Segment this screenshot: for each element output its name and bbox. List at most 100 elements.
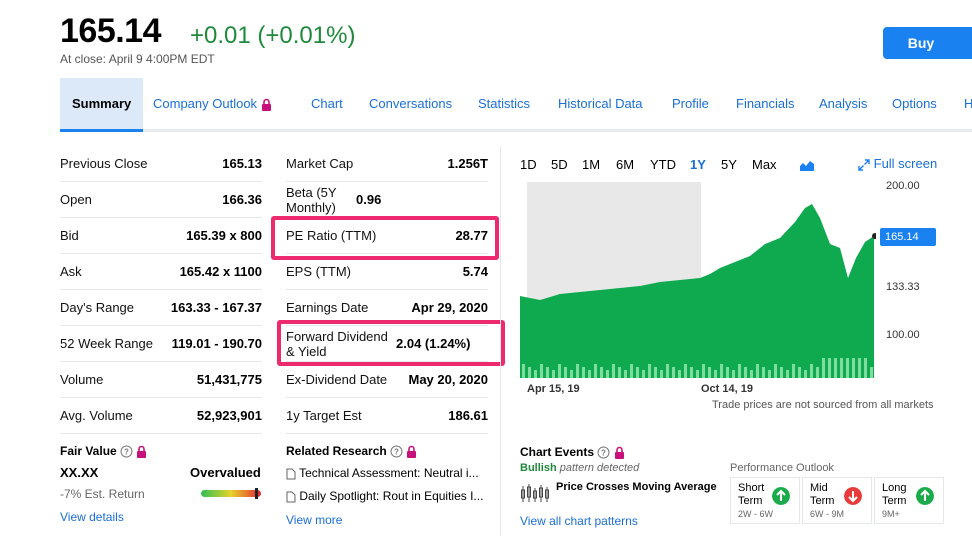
stat-value: 165.42 x 1100	[179, 264, 262, 279]
stat-label: Avg. Volume	[60, 408, 133, 423]
range-5d[interactable]: 5D	[551, 157, 568, 172]
tab-profile[interactable]: Profile	[672, 96, 709, 111]
stat-row-days-range: Day's Range 163.33 - 167.37	[60, 290, 262, 326]
stat-row-pe-ratio: PE Ratio (TTM) 28.77	[286, 218, 488, 254]
volume-bar	[786, 370, 789, 378]
volume-bar	[828, 358, 831, 378]
range-1m[interactable]: 1M	[582, 157, 601, 172]
volume-bar	[714, 370, 717, 378]
stat-value: Apr 29, 2020	[411, 300, 488, 315]
volume-bar	[702, 364, 705, 378]
svg-text:?: ?	[601, 449, 606, 458]
tab-label: Summary	[72, 96, 132, 111]
tab-conversations[interactable]: Conversations	[369, 96, 453, 111]
range-6m[interactable]: 6M	[616, 157, 635, 172]
tab-analysis[interactable]: Analysis	[819, 96, 868, 111]
volume-bar	[768, 370, 771, 378]
tab-summary[interactable]: Summary	[60, 78, 144, 132]
volume-bar	[726, 367, 729, 378]
volume-bar	[816, 367, 819, 378]
view-more-link[interactable]: View more	[286, 513, 343, 527]
volume-bar	[696, 370, 699, 378]
stat-row-market-cap: Market Cap 1.256T	[286, 146, 488, 182]
price-chart[interactable]	[520, 178, 876, 382]
help-icon[interactable]: ?	[120, 445, 133, 458]
stat-row-target-est: 1y Target Est 186.61	[286, 398, 488, 434]
current-price-dot	[872, 233, 876, 239]
tab-historical-data[interactable]: Historical Data	[558, 96, 643, 111]
volume-bar	[552, 370, 555, 378]
range-1y[interactable]: 1Y	[690, 157, 706, 172]
volume-bar	[846, 358, 849, 378]
research-item[interactable]: Daily Spotlight: Rout in Equities I...	[286, 489, 483, 503]
arrow-down-icon	[844, 487, 862, 505]
volume-bar	[642, 370, 645, 378]
tab-options[interactable]: Options	[892, 96, 937, 111]
stat-label: PE Ratio (TTM)	[286, 228, 377, 243]
related-research-title: Related Research ?	[286, 444, 417, 459]
stat-label: 52 Week Range	[60, 336, 153, 351]
help-icon[interactable]: ?	[390, 445, 403, 458]
document-icon	[286, 491, 296, 503]
stat-value: 165.39 x 800	[186, 228, 262, 243]
stat-label: EPS (TTM)	[286, 264, 351, 279]
tab-financials[interactable]: Financials	[736, 96, 795, 111]
help-icon[interactable]: ?	[597, 446, 610, 459]
volume-bar	[576, 364, 579, 378]
volume-bar	[798, 367, 801, 378]
stat-row-ask: Ask 165.42 x 1100	[60, 254, 262, 290]
volume-bar	[564, 367, 567, 378]
volume-bar	[660, 370, 663, 378]
y-axis-label: 133.33	[886, 281, 920, 293]
range-ytd[interactable]: YTD	[650, 157, 676, 172]
perf-short-term: Short Term 2W - 6W	[730, 477, 800, 524]
view-details-link[interactable]: View details	[60, 510, 124, 524]
range-1d[interactable]: 1D	[520, 157, 537, 172]
tab-company-outlook[interactable]: Company Outlook	[153, 78, 272, 129]
volume-bar	[540, 364, 543, 378]
volume-bar	[630, 364, 633, 378]
stat-value: 166.36	[222, 192, 262, 207]
tab-holders[interactable]: H	[964, 96, 972, 111]
lock-icon	[614, 447, 624, 460]
stat-label: Forward Dividend & Yield	[286, 328, 388, 359]
volume-bar	[636, 367, 639, 378]
volume-bar	[720, 364, 723, 378]
tab-chart[interactable]: Chart	[311, 96, 343, 111]
pattern-name: Price Crosses Moving Average	[556, 481, 717, 493]
stat-label: Earnings Date	[286, 300, 369, 315]
est-return: -7% Est. Return	[60, 487, 145, 501]
volume-bar	[708, 367, 711, 378]
valuation-gauge	[201, 488, 261, 499]
perf-long-term: Long Term 9M+	[874, 477, 944, 524]
expand-icon	[858, 158, 870, 171]
range-5y[interactable]: 5Y	[721, 157, 737, 172]
volume-bar	[648, 364, 651, 378]
y-axis-label: 100.00	[886, 329, 920, 341]
stat-label: Market Cap	[286, 156, 354, 171]
mountain-chart-icon[interactable]	[800, 159, 814, 171]
stat-value: 0.96	[356, 192, 382, 207]
chart-events-title: Chart Events ?	[520, 445, 625, 460]
fair-value-amount: XX.XX	[60, 465, 99, 480]
x-axis-label: Apr 15, 19	[527, 383, 580, 395]
volume-bar	[732, 370, 735, 378]
dividend-highlight	[277, 320, 505, 366]
last-price: 165.14	[60, 12, 162, 50]
stat-label: Bid	[60, 228, 79, 243]
performance-outlook-title: Performance Outlook	[730, 462, 834, 474]
volume-bar	[750, 370, 753, 378]
view-all-chart-patterns-link[interactable]: View all chart patterns	[520, 514, 638, 528]
stat-row-52-week-range: 52 Week Range 119.01 - 190.70	[60, 326, 262, 362]
range-max[interactable]: Max	[752, 157, 777, 172]
stat-row-open: Open 166.36	[60, 182, 262, 218]
buy-button[interactable]: Buy	[883, 27, 972, 59]
research-item[interactable]: Technical Assessment: Neutral i...	[286, 466, 479, 480]
tab-statistics[interactable]: Statistics	[478, 96, 531, 111]
full-screen-link[interactable]: Full screen	[858, 156, 937, 171]
stat-row-volume: Volume 51,431,775	[60, 362, 262, 398]
pe-ratio-highlight	[271, 216, 499, 260]
volume-bar	[834, 358, 837, 378]
volume-bar	[534, 370, 537, 378]
